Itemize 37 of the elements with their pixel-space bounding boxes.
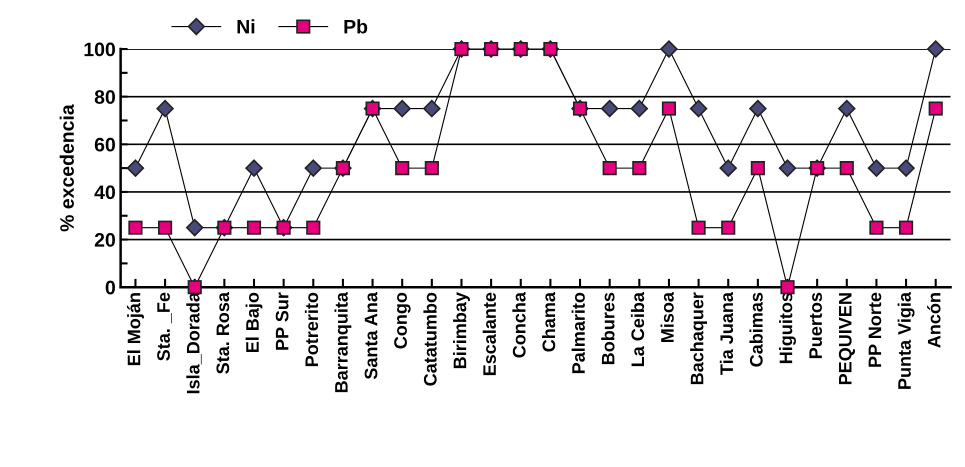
y-tick-label: 20	[94, 233, 115, 247]
legend-label: Pb	[344, 19, 368, 34]
x-tick-label: Palmarito	[572, 292, 585, 374]
x-tick-label: La Ceiba	[630, 292, 644, 366]
x-tick-label: Cabimas	[749, 292, 763, 367]
x-tick-label: El Bajo	[246, 292, 262, 352]
x-tick-label: Catatumbo	[423, 292, 437, 386]
y-tick-label: 100	[84, 42, 115, 56]
x-tick-label: Puertos	[809, 292, 822, 358]
x-tick-label: El Moján	[126, 293, 144, 366]
x-tick-label: Bachaquer	[690, 292, 708, 384]
x-tick-label: Higuitos	[779, 292, 796, 364]
legend-label: Ni	[237, 19, 254, 34]
x-tick-label: Chama	[542, 292, 556, 352]
x-tick-label: Ancón	[927, 293, 941, 348]
x-tick-label: Santa Ana	[364, 292, 378, 380]
x-tick-label: Concha	[512, 292, 526, 358]
x-tick-label: Sta. Rosa	[216, 292, 230, 374]
x-tick-label: Misoa	[660, 292, 674, 342]
x-tick-label: Barranquita	[334, 292, 352, 392]
y-tick-label: 60	[94, 138, 115, 152]
x-tick-label: Birimbay	[453, 292, 470, 368]
x-tick-label: Escalante	[482, 292, 496, 376]
y-tick-label: 0	[106, 280, 115, 294]
x-tick-label: Punta Vigia	[898, 292, 915, 389]
x-tick-label: Bobures	[601, 292, 615, 364]
x-tick-label: Potrerito	[304, 292, 318, 366]
x-tick-label: Tia Juana	[720, 292, 734, 375]
x-tick-label: Isla_Dorada	[186, 292, 202, 394]
x-tick-label: PP Sur	[276, 292, 288, 350]
x-tick-label: Sta. _Fe	[157, 292, 172, 361]
x-tick-label: PEQUIVEN	[838, 293, 856, 384]
y-tick-label: 80	[94, 90, 115, 104]
y-tick-label: 40	[94, 185, 115, 200]
y-axis-title: % excedencia	[60, 104, 74, 232]
x-tick-label: PP Norte	[868, 292, 882, 367]
x-tick-label: Congo	[394, 292, 411, 348]
